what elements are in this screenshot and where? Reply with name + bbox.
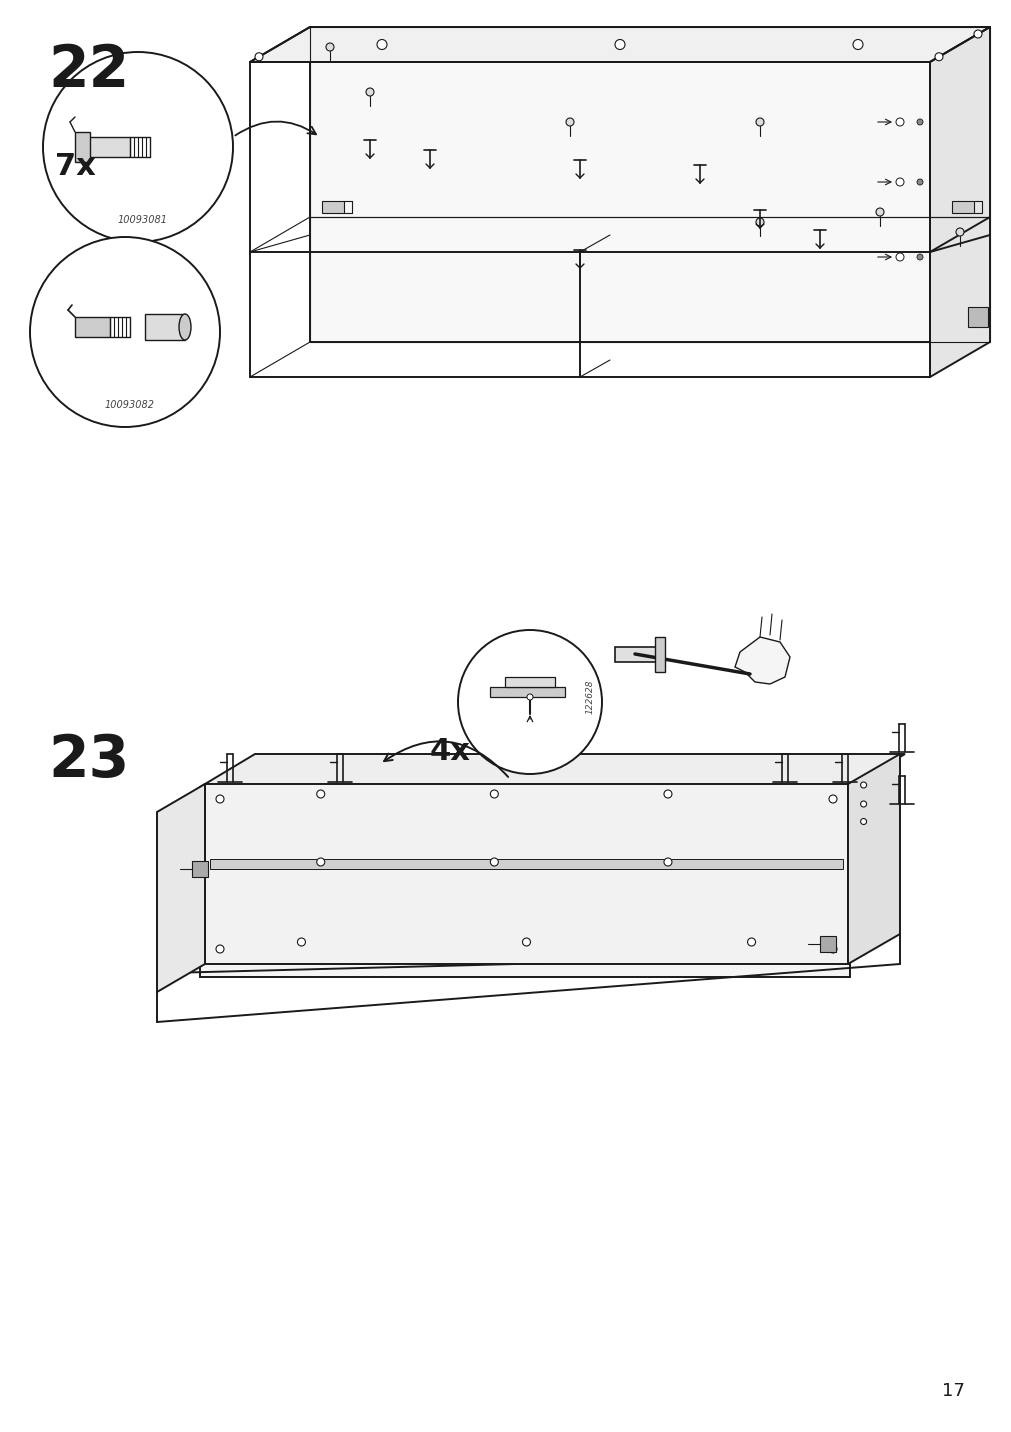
Circle shape: [876, 208, 884, 216]
Text: 7x: 7x: [55, 152, 96, 180]
Polygon shape: [200, 788, 849, 977]
Polygon shape: [929, 27, 989, 377]
Circle shape: [215, 795, 223, 803]
Circle shape: [755, 117, 763, 126]
Circle shape: [366, 87, 374, 96]
Circle shape: [973, 30, 981, 39]
Polygon shape: [309, 27, 989, 342]
Circle shape: [955, 228, 963, 236]
Circle shape: [377, 40, 386, 50]
Polygon shape: [157, 783, 205, 992]
Text: 17: 17: [941, 1382, 964, 1400]
Circle shape: [316, 858, 325, 866]
Circle shape: [490, 790, 497, 798]
Polygon shape: [75, 132, 90, 162]
Circle shape: [934, 53, 942, 60]
Polygon shape: [951, 200, 973, 213]
Circle shape: [255, 53, 263, 60]
Polygon shape: [615, 647, 659, 662]
Text: 4x: 4x: [430, 737, 470, 766]
Circle shape: [527, 695, 533, 700]
Circle shape: [326, 43, 334, 52]
Circle shape: [522, 938, 530, 947]
Circle shape: [215, 945, 223, 954]
Text: 10093082: 10093082: [105, 400, 155, 410]
Circle shape: [565, 117, 573, 126]
Circle shape: [42, 52, 233, 242]
Circle shape: [755, 218, 763, 226]
Circle shape: [859, 800, 865, 808]
Circle shape: [895, 253, 903, 261]
Circle shape: [615, 40, 625, 50]
Polygon shape: [847, 755, 899, 964]
Circle shape: [895, 117, 903, 126]
Ellipse shape: [179, 314, 191, 339]
Text: 22: 22: [48, 42, 129, 99]
Circle shape: [297, 938, 305, 947]
Polygon shape: [489, 687, 564, 697]
Circle shape: [859, 819, 865, 825]
Text: 122628: 122628: [585, 680, 593, 715]
Circle shape: [828, 795, 836, 803]
Polygon shape: [145, 314, 185, 339]
Circle shape: [316, 790, 325, 798]
Polygon shape: [321, 200, 344, 213]
Circle shape: [859, 782, 865, 788]
Circle shape: [30, 238, 219, 427]
Circle shape: [747, 938, 755, 947]
Text: 10093081: 10093081: [118, 215, 168, 225]
FancyArrowPatch shape: [236, 122, 315, 136]
Polygon shape: [968, 306, 987, 326]
Circle shape: [458, 630, 602, 775]
Polygon shape: [200, 755, 904, 788]
Polygon shape: [85, 137, 129, 158]
Circle shape: [916, 253, 922, 261]
Polygon shape: [250, 27, 989, 62]
Circle shape: [828, 945, 836, 954]
Polygon shape: [504, 677, 554, 687]
Polygon shape: [210, 859, 842, 869]
Circle shape: [663, 858, 671, 866]
Circle shape: [916, 179, 922, 185]
Polygon shape: [734, 637, 790, 684]
Circle shape: [895, 178, 903, 186]
Polygon shape: [205, 783, 847, 964]
Polygon shape: [819, 937, 835, 952]
Circle shape: [916, 119, 922, 125]
Circle shape: [490, 858, 497, 866]
Circle shape: [852, 40, 862, 50]
Polygon shape: [654, 637, 664, 672]
FancyArrowPatch shape: [384, 742, 508, 778]
Text: 23: 23: [48, 732, 129, 789]
Polygon shape: [75, 316, 110, 337]
Circle shape: [663, 790, 671, 798]
Polygon shape: [192, 861, 208, 876]
